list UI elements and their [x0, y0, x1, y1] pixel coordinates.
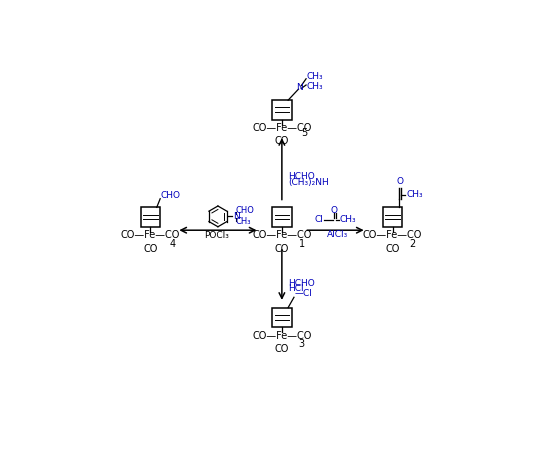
Text: O: O	[330, 206, 337, 215]
Text: AlCl₃: AlCl₃	[327, 230, 348, 239]
Bar	[141, 207, 160, 227]
Text: CH₃: CH₃	[307, 72, 323, 81]
Text: POCl₃: POCl₃	[204, 230, 229, 240]
Text: CO: CO	[274, 243, 289, 254]
Text: CO—Fe—CO: CO—Fe—CO	[252, 123, 311, 133]
Text: 5: 5	[301, 128, 307, 138]
Text: Cl: Cl	[315, 216, 323, 224]
Text: CHO: CHO	[161, 191, 181, 200]
Text: CO: CO	[274, 136, 289, 146]
Text: HCHO: HCHO	[288, 172, 315, 181]
Text: CHO: CHO	[236, 206, 255, 215]
Text: CH₃: CH₃	[406, 190, 423, 199]
Text: HCl: HCl	[288, 285, 304, 294]
Text: N: N	[233, 212, 240, 221]
Text: CO—Fe—CO: CO—Fe—CO	[252, 330, 311, 341]
Text: CO: CO	[274, 344, 289, 354]
Text: CO—Fe—CO: CO—Fe—CO	[252, 230, 311, 240]
Bar	[272, 308, 292, 327]
Text: 1: 1	[299, 239, 305, 249]
Text: 4: 4	[169, 239, 175, 249]
Text: 3: 3	[299, 339, 305, 349]
Bar	[383, 207, 402, 227]
Text: CO: CO	[386, 243, 400, 254]
Text: 2: 2	[409, 239, 415, 249]
Text: CH₃: CH₃	[307, 82, 323, 91]
Text: CO—Fe—CO: CO—Fe—CO	[363, 230, 422, 240]
Text: —Cl: —Cl	[295, 289, 313, 298]
Bar	[272, 207, 292, 227]
Text: CO—Fe—CO: CO—Fe—CO	[121, 230, 180, 240]
Bar	[272, 100, 292, 119]
Text: HCHO: HCHO	[288, 278, 315, 288]
Text: CH₃: CH₃	[236, 217, 251, 226]
Text: (CH₃)₂NH: (CH₃)₂NH	[288, 178, 329, 187]
Text: O: O	[396, 176, 403, 185]
Text: CH₃: CH₃	[339, 216, 356, 224]
Text: N: N	[296, 83, 303, 92]
Text: CO: CO	[144, 243, 158, 254]
